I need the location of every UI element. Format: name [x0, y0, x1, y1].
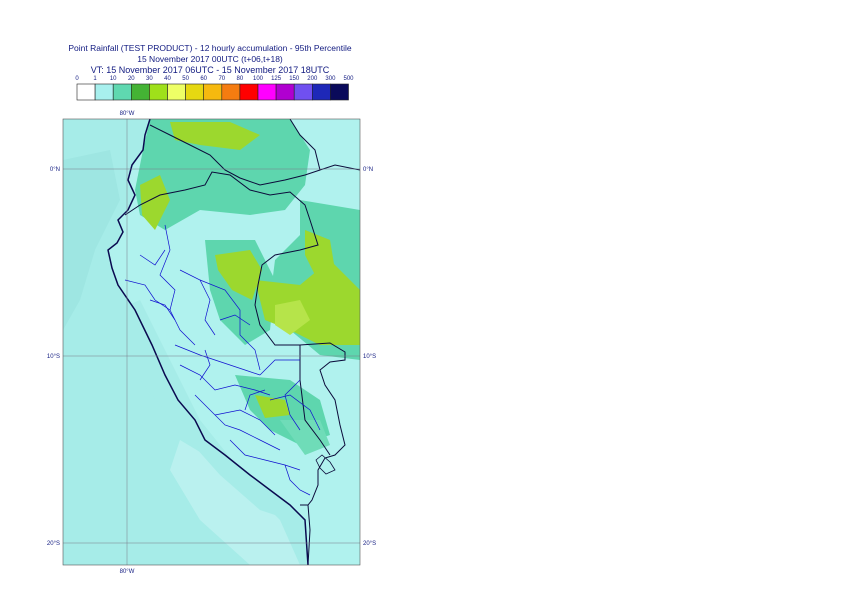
legend-tick-label: 150 [289, 76, 300, 82]
graticule [63, 119, 360, 565]
precip-green-south [255, 395, 290, 418]
legend-tick-label: 0 [75, 76, 79, 82]
ocean-precip-band [63, 150, 120, 330]
validity-time-label: VT: 15 November 2017 06UTC - 15 November… [90, 65, 330, 75]
precip-green-central [215, 250, 262, 300]
legend-tick-label: 20 [128, 76, 135, 82]
legend-swatch [330, 83, 349, 101]
legend-tick-label: 50 [182, 76, 189, 82]
legend-tick-label: 125 [271, 76, 282, 82]
lon-label-bottom: 80°W [120, 569, 135, 575]
precip-teal-north [135, 119, 310, 230]
precip-green-west [140, 175, 170, 230]
precip-lime-core [275, 300, 310, 335]
lat-label-right-0: 0°N [363, 167, 373, 173]
lat-label-left-10: 10°S [47, 354, 60, 360]
coastal-band-1 [95, 300, 290, 520]
precip-green-north [170, 122, 260, 150]
peru-border [124, 171, 346, 506]
lat-label-right-20: 20°S [363, 541, 376, 547]
lat-label-left-0: 0°N [50, 167, 60, 173]
run-time-label: 15 November 2017 00UTC (t+06,t+18) [137, 54, 283, 64]
lon-label-top: 80°W [120, 111, 135, 117]
admin-boundaries [124, 224, 321, 496]
legend-tick-label: 100 [253, 76, 264, 82]
legend-tick-label: 300 [325, 76, 336, 82]
legend-tick-label: 1 [93, 76, 97, 82]
color-legend: 0 1 10 20 30 40 50 60 70 80 100 125 150 200 300 500 [75, 76, 354, 101]
colombia-border [149, 124, 321, 186]
legend-tick-label: 30 [146, 76, 153, 82]
ocean-precip-band-south [170, 440, 300, 565]
legend-tick-label: 80 [237, 76, 244, 82]
precip-green-ne [305, 230, 335, 275]
precip-teal-small [280, 420, 330, 455]
land-area [108, 119, 360, 565]
map-title: Point Rainfall (TEST PRODUCT) - 12 hourl… [68, 43, 352, 53]
lake-titicaca [315, 454, 336, 475]
legend-tick-label: 200 [307, 76, 318, 82]
coastline [107, 119, 309, 565]
legend-tick-label: 10 [110, 76, 117, 82]
venezuela-border [289, 119, 360, 171]
legend-tick-label: 70 [218, 76, 225, 82]
legend-tick-label: 40 [164, 76, 171, 82]
chile-border [307, 504, 311, 565]
lat-label-right-10: 10°S [363, 354, 376, 360]
brazil-bolivia-border [299, 345, 331, 456]
legend-tick-label: 60 [200, 76, 207, 82]
lat-label-left-20: 20°S [47, 541, 60, 547]
map-frame [62, 118, 361, 566]
legend-tick-label: 500 [343, 76, 354, 82]
